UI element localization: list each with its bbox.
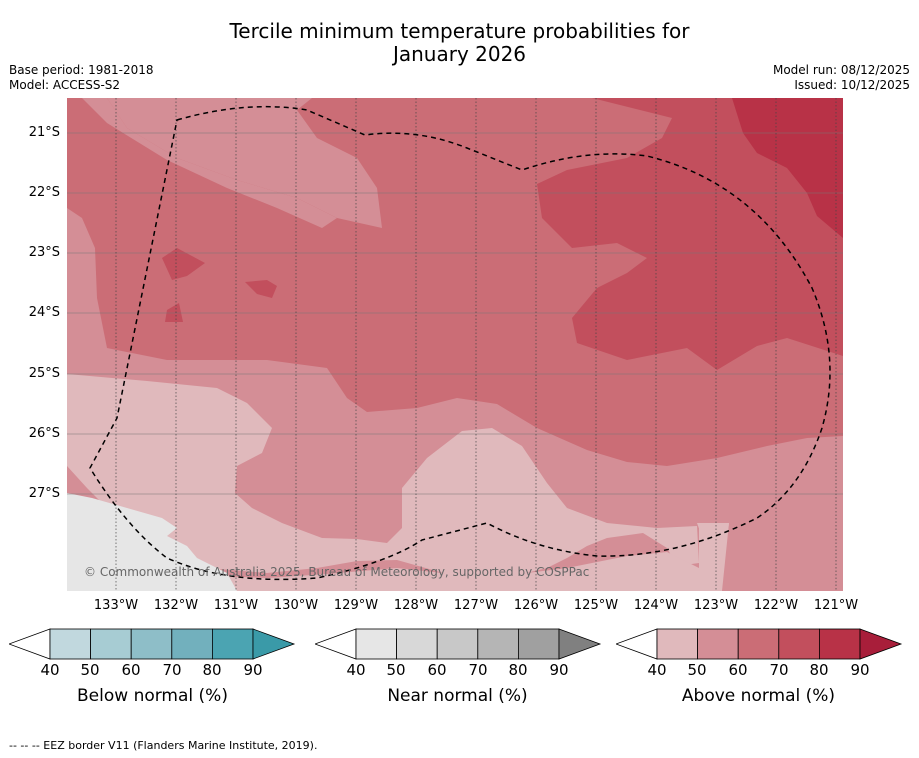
lat-label: 26°S <box>28 426 60 441</box>
map-region-40-50-left <box>67 374 699 580</box>
issued-date: Issued: 10/12/2025 <box>794 78 910 92</box>
colorbar-segment <box>477 628 519 660</box>
map-region-70-80 <box>537 98 843 370</box>
cb1-tick: 40 <box>346 661 366 679</box>
cb0-tick: 70 <box>162 661 182 679</box>
meta-left: Base period: 1981-2018 Model: ACCESS-S2 <box>9 63 154 93</box>
cb1-tick: 60 <box>427 661 447 679</box>
lon-label: 128°W <box>393 598 439 613</box>
meta-right: Model run: 08/12/2025 Issued: 10/12/2025 <box>773 63 910 93</box>
colorbar-extend-high <box>558 628 602 660</box>
cb2-tick: 60 <box>728 661 748 679</box>
colorbar-segment <box>818 628 861 660</box>
map-region-50-60-top <box>82 98 337 228</box>
eez-border <box>89 105 831 581</box>
cb0-tick: 80 <box>202 661 222 679</box>
colorbar-near-normal <box>315 628 602 660</box>
copyright-notice: © Commonwealth of Australia 2025, Bureau… <box>84 565 590 579</box>
lon-label: 129°W <box>333 598 379 613</box>
lon-label: 125°W <box>573 598 619 613</box>
lon-label: 130°W <box>273 598 319 613</box>
colorbar-extend-low <box>9 628 51 660</box>
lon-label: 127°W <box>453 598 499 613</box>
colorbar-extend-high <box>252 628 296 660</box>
lon-label: 121°W <box>813 598 859 613</box>
map-patch-3 <box>165 303 183 322</box>
cb1-tick: 70 <box>468 661 488 679</box>
colorbar-extend-low <box>616 628 658 660</box>
map-region-near-normal <box>67 493 237 591</box>
colorbar-below-normal <box>9 628 296 660</box>
cb0-tick: 60 <box>121 661 141 679</box>
colorbar-segment <box>737 628 780 660</box>
cb2-tick: 70 <box>769 661 789 679</box>
probability-map <box>67 98 843 591</box>
lon-label: 126°W <box>513 598 559 613</box>
colorbar-segment <box>436 628 479 660</box>
colorbar-segment <box>49 628 91 660</box>
map-region-40-50-right <box>699 523 729 591</box>
cb0-tick: 50 <box>80 661 100 679</box>
lat-label: 24°S <box>28 305 60 320</box>
colorbar-segment <box>396 628 438 660</box>
colorbar-segment <box>211 628 254 660</box>
model-name: Model: ACCESS-S2 <box>9 78 121 92</box>
model-run: Model run: 08/12/2025 <box>772 63 910 77</box>
colorbar-segment <box>778 628 820 660</box>
cb1-tick: 90 <box>549 661 569 679</box>
cb2-tick: 40 <box>647 661 667 679</box>
colorbar-segment <box>697 628 739 660</box>
title-line-2: January 2026 <box>392 42 527 66</box>
cb2-tick: 90 <box>850 661 870 679</box>
cb2-tick: 80 <box>809 661 829 679</box>
lon-label: 132°W <box>153 598 199 613</box>
lat-label: 21°S <box>28 125 60 140</box>
colorbar-title-above: Above normal (%) <box>681 686 836 706</box>
colorbar-segment <box>171 628 213 660</box>
cb0-tick: 40 <box>40 661 60 679</box>
lon-gridlines <box>115 98 837 591</box>
colorbar-above-normal <box>616 628 903 660</box>
colorbar-segment <box>656 628 698 660</box>
lat-label: 27°S <box>28 486 60 501</box>
title-line-1: Tercile minimum temperature probabilitie… <box>229 19 690 43</box>
colorbar-extend-low <box>315 628 357 660</box>
colorbar-extend-high <box>859 628 903 660</box>
lon-label: 123°W <box>693 598 739 613</box>
lat-label: 23°S <box>28 245 60 260</box>
base-period: Base period: 1981-2018 <box>9 63 154 77</box>
eez-footer-note: -- -- -- EEZ border V11 (Flanders Marine… <box>9 739 318 752</box>
map-region-40-50-bottom <box>67 523 729 591</box>
lat-label: 22°S <box>28 185 60 200</box>
lon-label: 133°W <box>93 598 139 613</box>
colorbar-title-near: Near normal (%) <box>387 686 528 706</box>
colorbar-segment <box>90 628 132 660</box>
cb2-tick: 50 <box>687 661 707 679</box>
map-patch-2 <box>245 280 277 298</box>
colorbar-segment <box>517 628 560 660</box>
cb1-tick: 80 <box>508 661 528 679</box>
lon-label: 122°W <box>753 598 799 613</box>
cb0-tick: 90 <box>243 661 263 679</box>
lon-label: 124°W <box>633 598 679 613</box>
cb1-tick: 50 <box>386 661 406 679</box>
lat-label: 25°S <box>28 366 60 381</box>
lon-label: 131°W <box>213 598 259 613</box>
colorbar-segment <box>130 628 173 660</box>
colorbar-segment <box>355 628 397 660</box>
colorbar-title-below: Below normal (%) <box>77 686 228 706</box>
map-patch-1 <box>162 248 205 280</box>
lat-gridlines <box>67 132 843 495</box>
